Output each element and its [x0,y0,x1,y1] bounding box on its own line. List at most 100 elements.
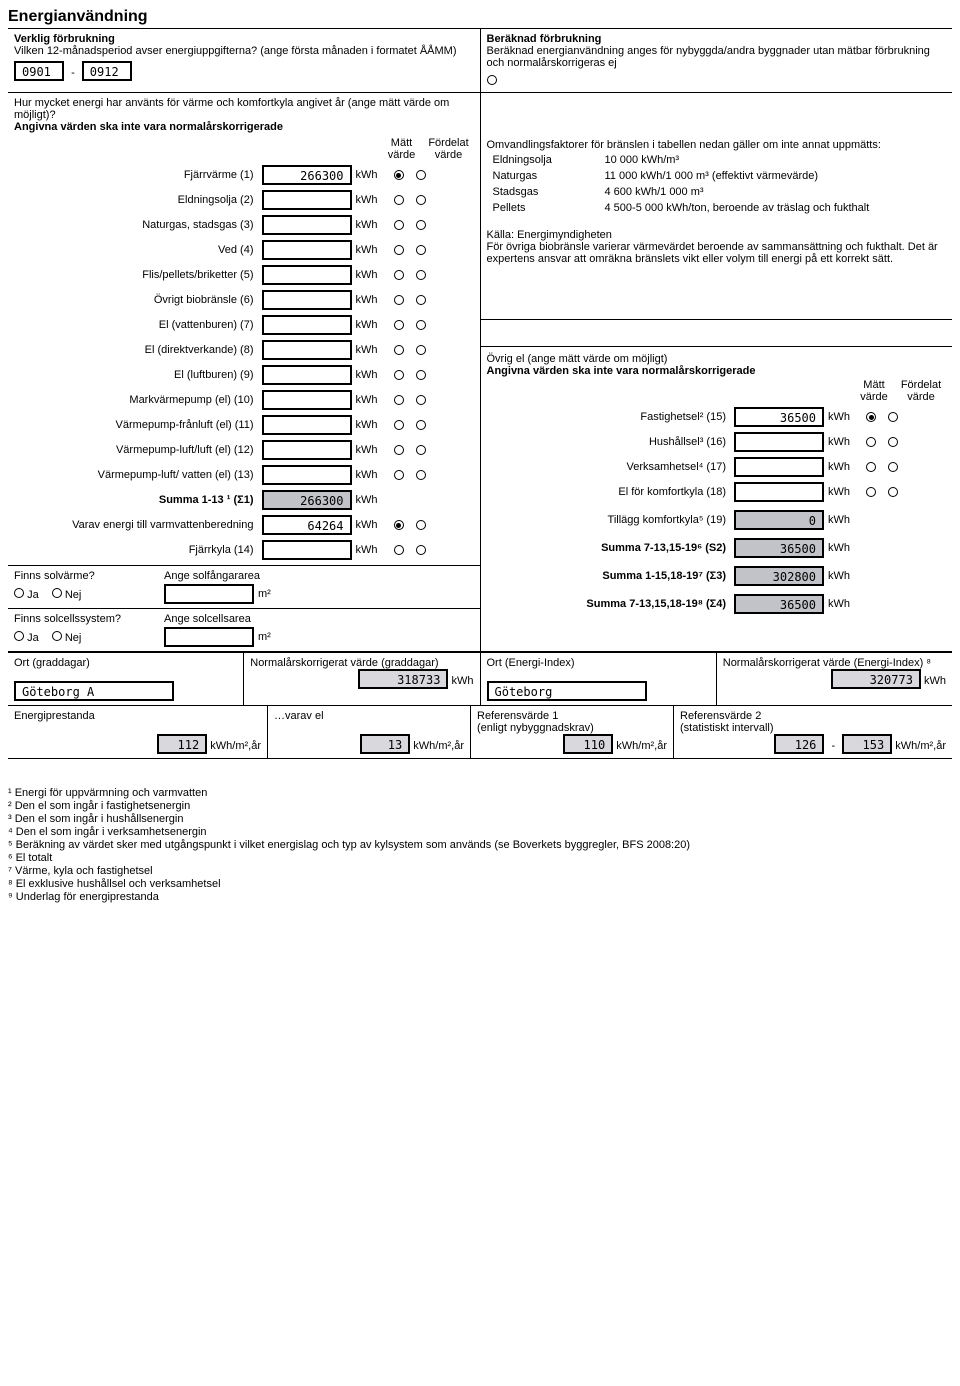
energy-row-0-value[interactable]: 266300 [262,165,352,185]
energy-row-4-value[interactable] [262,265,352,285]
energy-question: Hur mycket energi har använts för värme … [14,97,474,121]
energy-row-12-matt-radio[interactable] [394,470,404,480]
period-to[interactable]: 0912 [82,61,132,81]
energy-row-4-fordelat-radio[interactable] [416,270,426,280]
energy-row-11-matt-radio[interactable] [394,445,404,455]
energy-row-9-value[interactable] [262,390,352,410]
ovrig-row-1-label: Hushållsel³ (16) [487,436,735,448]
energy-row-0-matt-radio[interactable] [394,170,404,180]
energy-row-11: Värmepump-luft/luft (el) (12)kWh [14,439,474,461]
energy-row-6-value[interactable] [262,315,352,335]
ovrig-row-0-fordelat-radio[interactable] [888,412,898,422]
ovrig-row-3-value[interactable] [734,482,824,502]
ort-graddagar-value[interactable]: Göteborg A [14,681,174,701]
energy-row-8-matt-radio[interactable] [394,370,404,380]
energy-row-6-matt-radio[interactable] [394,320,404,330]
footnote: ⁴ Den el som ingår i verksamhetsenergin [8,826,952,838]
energy-row-10-fordelat-radio[interactable] [416,420,426,430]
ovrig-row-1-fordelat-radio[interactable] [888,437,898,447]
ovrig-row-1-value[interactable] [734,432,824,452]
solfangar-area[interactable] [164,584,254,604]
ovrig-row-2-matt-radio[interactable] [866,462,876,472]
energy-row-3: Ved (4)kWh [14,239,474,261]
energy-row-10-matt-radio[interactable] [394,420,404,430]
ovrig-row-0-value[interactable]: 36500 [734,407,824,427]
energy-row-1-value[interactable] [262,190,352,210]
col-matt: Mättvärde [380,137,424,161]
varav-fordelat-radio[interactable] [416,520,426,530]
energy-row-3-value[interactable] [262,240,352,260]
energy-row-7-value[interactable] [262,340,352,360]
footnote: ⁶ El totalt [8,852,952,864]
conv-table: Eldningsolja10 000 kWh/m³Naturgas11 000 … [487,151,947,217]
energy-row-0-fordelat-radio[interactable] [416,170,426,180]
energy-row-2-matt-radio[interactable] [394,220,404,230]
sol2-nej[interactable] [52,631,62,641]
energy-row-7-matt-radio[interactable] [394,345,404,355]
energy-row-11-value[interactable] [262,440,352,460]
ort-energi-label: Ort (Energi-Index) [487,657,710,669]
ovrig-row-3-matt-radio[interactable] [866,487,876,497]
period-from[interactable]: 0901 [14,61,64,81]
energy-row-9: Markvärmepump (el) (10)kWh [14,389,474,411]
fjarrkyla-value[interactable] [262,540,352,560]
fjarrkyla-fordelat-radio[interactable] [416,545,426,555]
energy-row-5-matt-radio[interactable] [394,295,404,305]
beraknad-heading: Beräknad förbrukning [487,33,947,45]
ovrig-row-2-fordelat-radio[interactable] [888,462,898,472]
energy-row-2-fordelat-radio[interactable] [416,220,426,230]
footnote: ⁸ El exklusive hushållsel och verksamhet… [8,878,952,890]
energy-row-2-value[interactable] [262,215,352,235]
ovrig-row-2-label: Verksamhetsel⁴ (17) [487,461,735,473]
varav-value[interactable]: 64264 [262,515,352,535]
ort-energi-value[interactable]: Göteborg [487,681,647,701]
fjarrkyla-matt-radio[interactable] [394,545,404,555]
energy-row-12-value[interactable] [262,465,352,485]
conv-note: För övriga biobränsle varierar värmevärd… [487,241,947,265]
energy-row-12-fordelat-radio[interactable] [416,470,426,480]
energy-row-4-matt-radio[interactable] [394,270,404,280]
footnote: ⁹ Underlag för energiprestanda [8,891,952,903]
energy-row-8-value[interactable] [262,365,352,385]
sol1-ja[interactable] [14,588,24,598]
energy-row-3-fordelat-radio[interactable] [416,245,426,255]
energy-row-5-fordelat-radio[interactable] [416,295,426,305]
energy-row-1-fordelat-radio[interactable] [416,195,426,205]
bottom-row-1: Ort (graddagar) Göteborg A Normalårskorr… [8,652,952,706]
energy-row-11-fordelat-radio[interactable] [416,445,426,455]
tillagg-row: Tillägg komfortkyla⁵ (19) 0 kWh [487,509,947,531]
energy-row-7-fordelat-radio[interactable] [416,345,426,355]
ovrig-row-0-matt-radio[interactable] [866,412,876,422]
ovrig-row-3-fordelat-radio[interactable] [888,487,898,497]
energy-row-1-matt-radio[interactable] [394,195,404,205]
energy-row-5: Övrigt biobränsle (6)kWh [14,289,474,311]
ovrig-row-3-label: El för komfortkyla (18) [487,486,735,498]
energy-row-12-unit: kWh [352,469,384,481]
energy-row-10-value[interactable] [262,415,352,435]
sol2-ja[interactable] [14,631,24,641]
beraknad-radio[interactable] [487,75,497,85]
varav-el-value: 13 [360,734,410,754]
energy-row-9-fordelat-radio[interactable] [416,395,426,405]
s4-row: Summa 7-13,15,18-19⁸ (Σ4) 36500 kWh [487,593,947,615]
s2-row: Summa 7-13,15-19⁶ (S2) 36500 kWh [487,537,947,559]
ovrig-row-0: Fastighetsel² (15)36500kWh [487,406,947,428]
ovrig-row-1-matt-radio[interactable] [866,437,876,447]
solcell-area[interactable] [164,627,254,647]
energy-row-8-fordelat-radio[interactable] [416,370,426,380]
ref2-to-value: 153 [842,734,892,754]
energy-row-9-matt-radio[interactable] [394,395,404,405]
ovrig-row-2-value[interactable] [734,457,824,477]
energy-row-5-unit: kWh [352,294,384,306]
energy-row-2: Naturgas, stadsgas (3)kWh [14,214,474,236]
energy-row-1: Eldningsolja (2)kWh [14,189,474,211]
period-question: Vilken 12-månadsperiod avser energiuppgi… [14,45,474,57]
energy-row-5-value[interactable] [262,290,352,310]
energy-row-1-label: Eldningsolja (2) [14,194,262,206]
energy-row-12-label: Värmepump-luft/ vatten (el) (13) [14,469,262,481]
ovrig-row-0-unit: kWh [824,411,856,423]
energy-row-6-fordelat-radio[interactable] [416,320,426,330]
sol1-nej[interactable] [52,588,62,598]
energy-row-3-matt-radio[interactable] [394,245,404,255]
varav-matt-radio[interactable] [394,520,404,530]
